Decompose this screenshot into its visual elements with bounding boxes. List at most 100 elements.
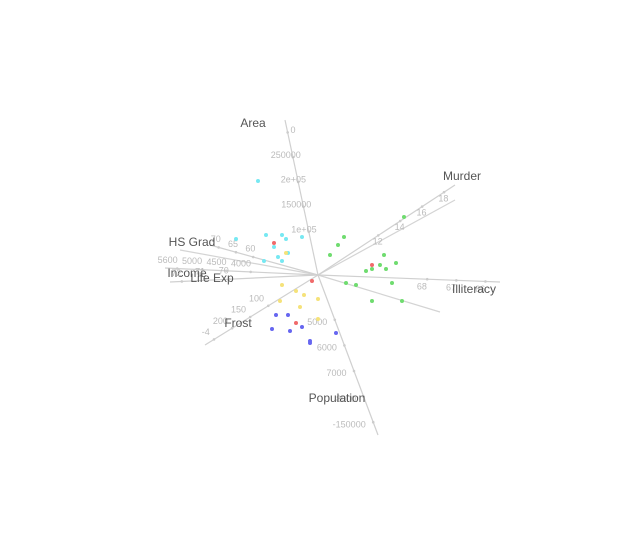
axis-label: Area: [240, 116, 266, 130]
axis-tick: [217, 246, 220, 249]
axis-tick-label: 5000: [182, 256, 202, 266]
axis-tick: [230, 326, 234, 330]
axis-label: Frost: [224, 316, 252, 330]
axis-line: [317, 199, 456, 276]
point: [284, 237, 288, 241]
axis-tick-label: 200: [213, 316, 228, 326]
axis-tick: [180, 280, 184, 283]
axis-line: [284, 119, 319, 276]
axis-tick-label: 150: [231, 305, 246, 315]
point: [298, 305, 302, 309]
axis-tick-label: 5600: [158, 255, 178, 265]
axis-tick: [291, 155, 295, 159]
point: [382, 253, 386, 257]
axis-tick: [251, 255, 255, 259]
point: [272, 241, 276, 245]
axis-tick: [307, 230, 311, 233]
point: [280, 259, 284, 263]
point: [402, 215, 406, 219]
point: [302, 293, 306, 297]
axis-tick: [266, 304, 270, 308]
point: [294, 289, 298, 293]
axis-tick-label: 4000: [231, 258, 251, 268]
axis-label: Population: [309, 391, 366, 405]
axis-label: HS Grad: [169, 235, 216, 249]
axis-tick-label: 7000: [326, 368, 346, 378]
axis-tick-label: 67: [446, 283, 456, 293]
axis-tick-label: 100: [249, 293, 264, 303]
point: [272, 245, 276, 249]
axis-line: [164, 267, 319, 276]
axis-tick-label: 68: [417, 282, 427, 292]
axis-tick: [296, 180, 300, 184]
point: [288, 329, 292, 333]
axis-tick: [442, 190, 446, 194]
axis-tick: [362, 395, 365, 398]
axis-tick-label: -4: [202, 327, 210, 337]
axis-tick: [425, 277, 429, 281]
point: [344, 281, 348, 285]
point: [370, 263, 374, 267]
axis-line: [169, 274, 319, 283]
axis-tick-label: 70: [219, 266, 229, 276]
axis-label: Income: [167, 266, 207, 280]
point: [270, 327, 274, 331]
axis-tick: [352, 369, 356, 373]
axis-tick: [398, 219, 402, 223]
axis-tick-label: 66: [475, 284, 485, 294]
axis-tick-label: 0: [290, 125, 295, 135]
axis-tick: [343, 344, 346, 347]
point: [308, 339, 312, 343]
axis-tick-label: 5000: [307, 317, 327, 327]
axis-tick: [234, 250, 238, 254]
point: [334, 331, 338, 335]
axis-tick: [249, 270, 252, 274]
point: [400, 299, 404, 303]
point: [310, 279, 314, 283]
point: [234, 237, 238, 241]
point: [274, 313, 278, 317]
point: [390, 281, 394, 285]
point: [316, 297, 320, 301]
axis-tick-label: 70: [211, 234, 221, 244]
axis-tick-label: 14: [395, 222, 405, 232]
point: [394, 261, 398, 265]
axis-tick: [227, 277, 231, 281]
axis-tick: [484, 280, 487, 283]
axis-tick-label: 18: [438, 193, 448, 203]
axis-tick-label: 150000: [281, 200, 311, 210]
point: [354, 283, 358, 287]
point: [342, 235, 346, 239]
point: [294, 321, 298, 325]
axis-line: [317, 274, 441, 313]
axis-line: [179, 249, 319, 276]
axis-label: Life Exp: [190, 271, 234, 285]
point: [384, 267, 388, 271]
point: [264, 233, 268, 237]
axis-tick-label: 72: [171, 268, 181, 278]
axis-tick-label: 8000: [336, 394, 356, 404]
axis-tick-label: 4500: [207, 257, 227, 267]
point: [262, 259, 266, 263]
point: [286, 313, 290, 317]
point: [256, 179, 260, 183]
axis-tick-label: 65: [228, 239, 238, 249]
axis-tick: [302, 205, 305, 209]
axis-line: [317, 184, 456, 276]
point: [370, 299, 374, 303]
axis-line: [204, 274, 319, 346]
point: [370, 267, 374, 271]
axis-tick: [224, 269, 228, 273]
axis-tick: [248, 315, 252, 319]
point: [280, 283, 284, 287]
axis-tick-label: 16: [416, 208, 426, 218]
point: [280, 233, 284, 237]
point: [364, 269, 368, 273]
axis-tick-label: 6000: [317, 343, 337, 353]
axis-tick: [286, 131, 289, 134]
point: [300, 325, 304, 329]
point: [316, 317, 320, 321]
point: [276, 255, 280, 259]
point: [328, 253, 332, 257]
